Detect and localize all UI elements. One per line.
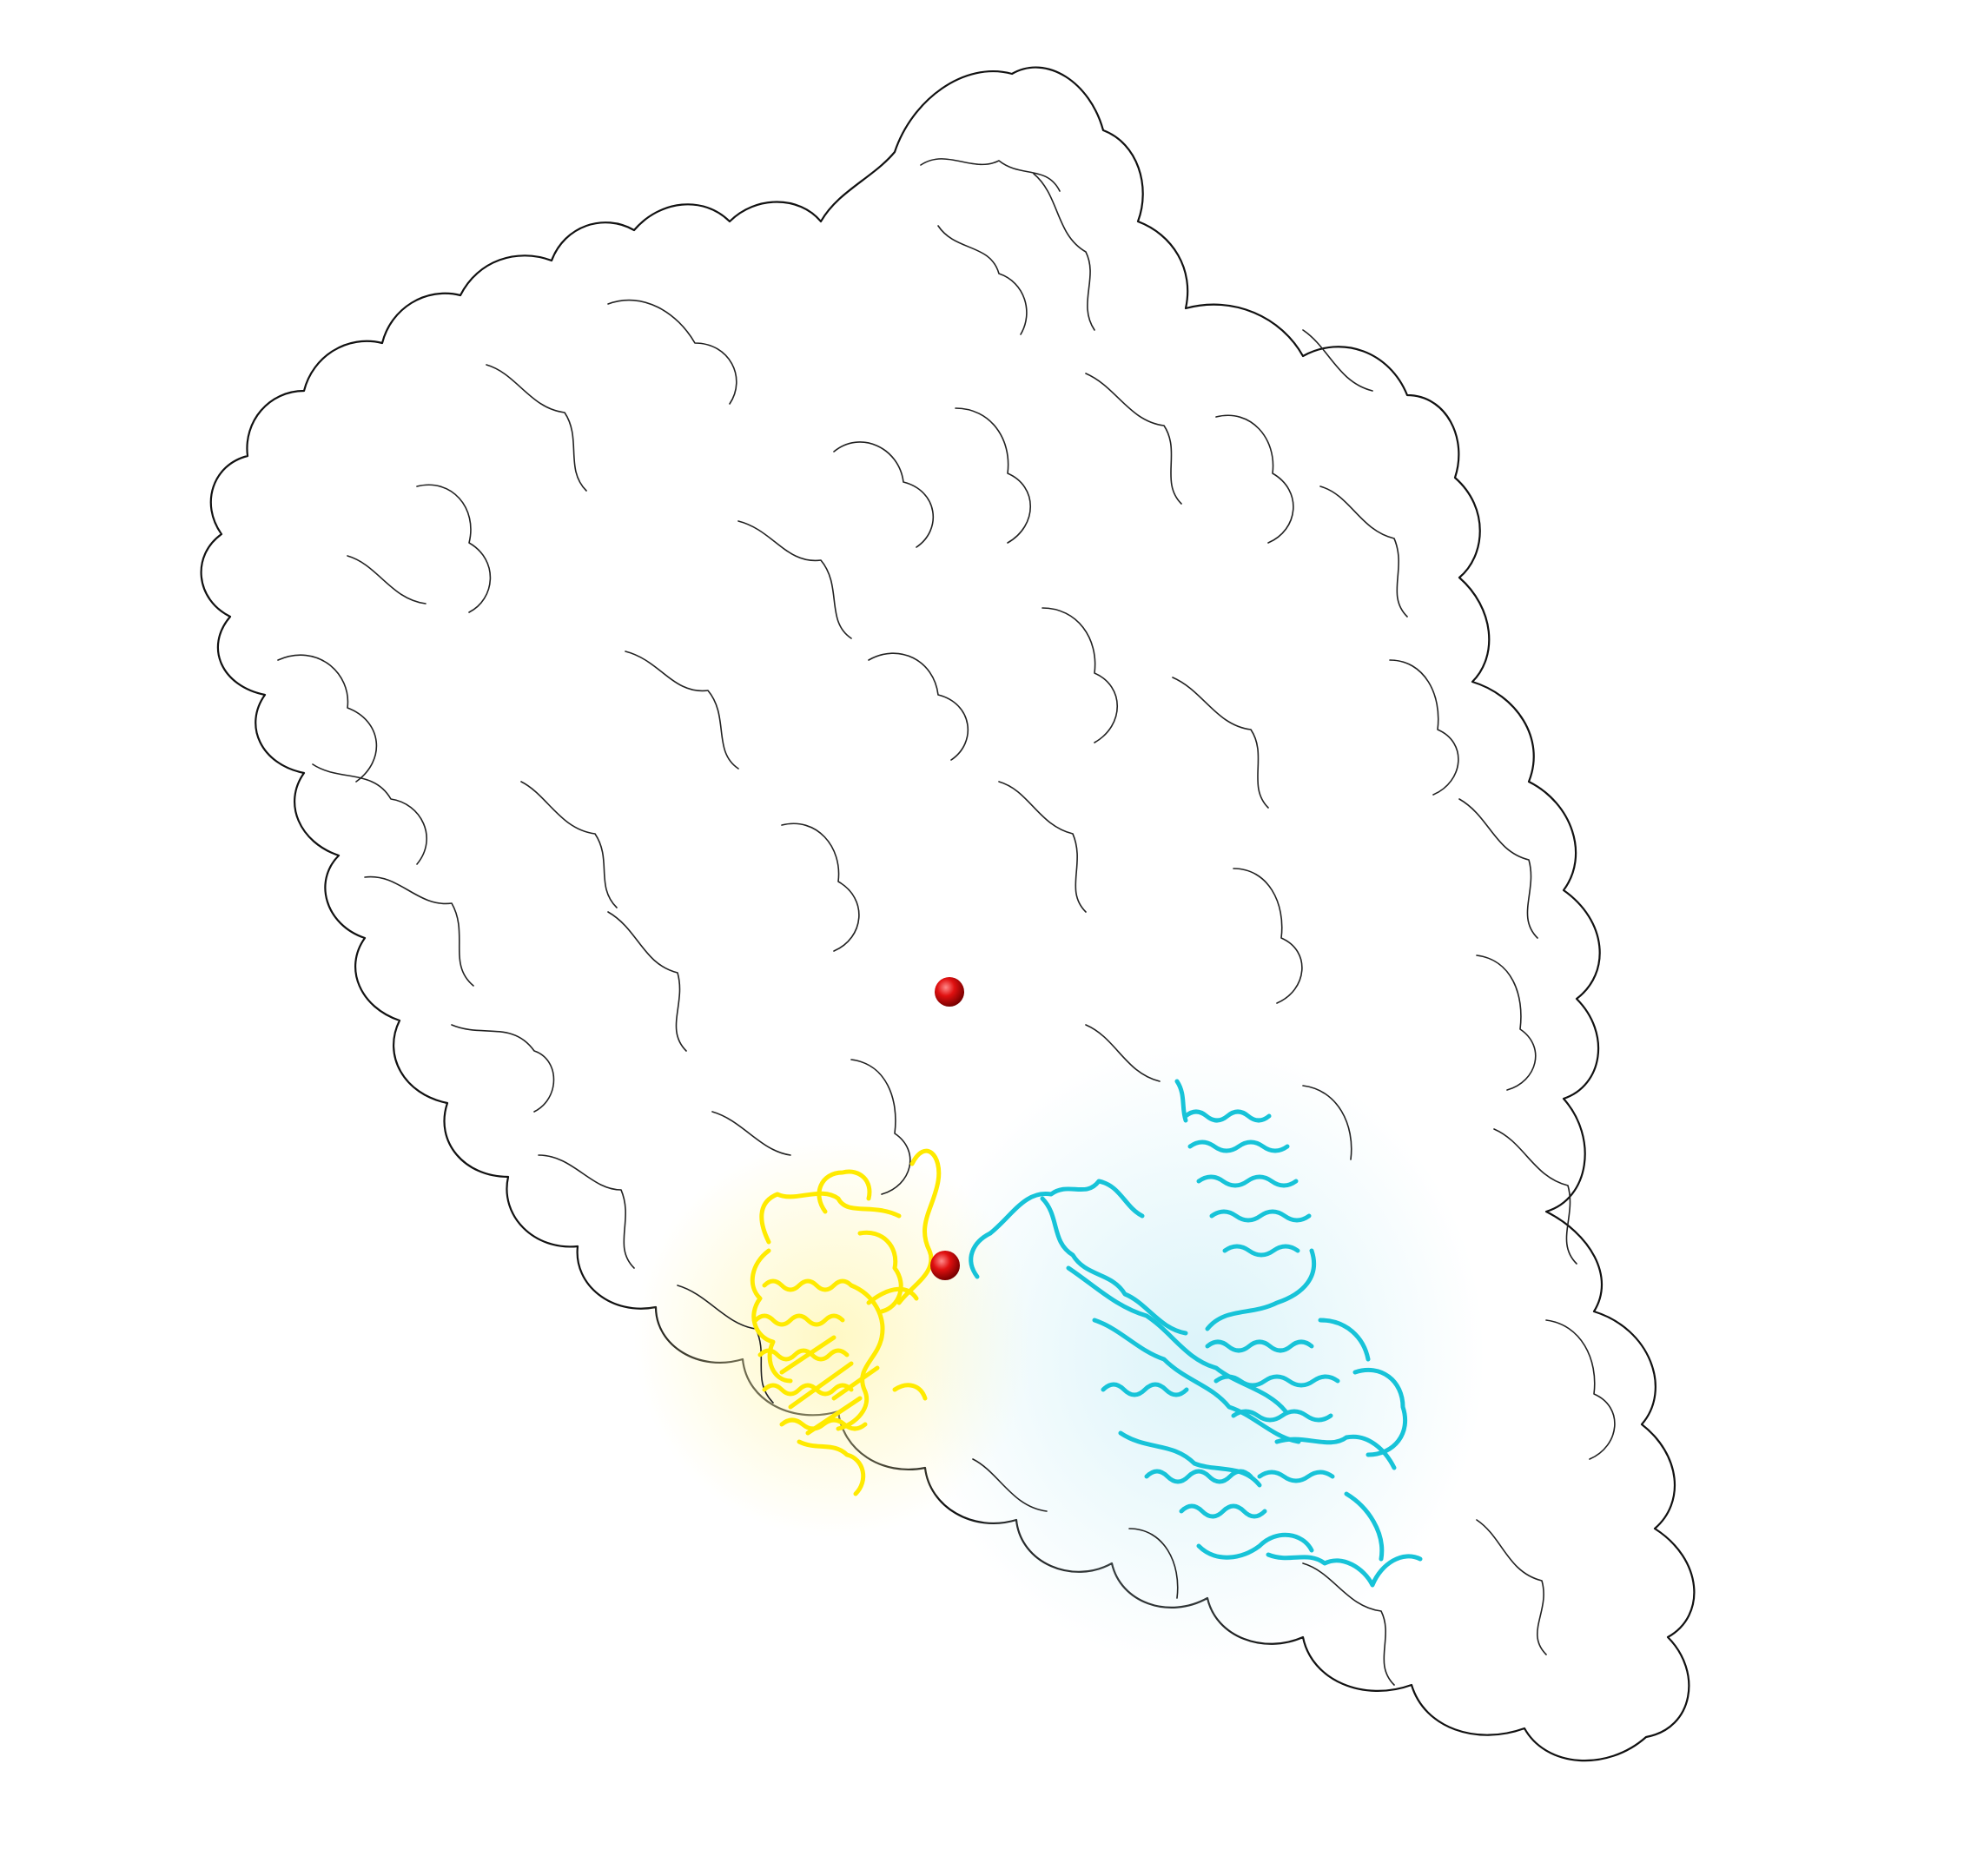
surface-silhouette xyxy=(200,66,1696,1762)
cyan-protein-ribbon xyxy=(969,1079,1423,1588)
cyan-domain-halo xyxy=(912,1042,1485,1668)
red-marker-lower xyxy=(930,1251,960,1280)
surface-contours xyxy=(277,158,1616,1686)
red-marker-upper xyxy=(935,977,964,1007)
yellow-protein-ribbon xyxy=(750,1148,942,1496)
